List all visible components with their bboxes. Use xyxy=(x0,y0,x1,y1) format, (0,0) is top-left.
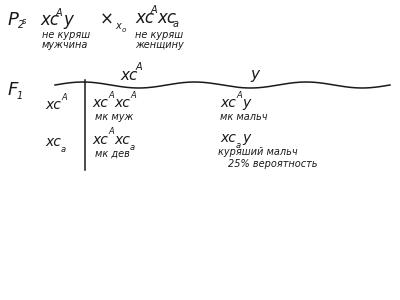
Text: A: A xyxy=(130,91,136,100)
Text: y: y xyxy=(242,96,250,110)
Text: не куряш: не куряш xyxy=(135,30,183,40)
Text: мк мальч: мк мальч xyxy=(220,112,268,122)
Text: 2: 2 xyxy=(18,20,24,30)
Text: 1: 1 xyxy=(17,91,23,101)
Text: ×: × xyxy=(100,11,114,29)
Text: y: y xyxy=(242,131,250,145)
Text: женщину: женщину xyxy=(135,40,184,50)
Text: мужчина: мужчина xyxy=(42,40,88,50)
Text: s: s xyxy=(22,17,26,26)
Text: xc: xc xyxy=(114,96,130,110)
Text: xc: xc xyxy=(92,133,108,147)
Text: a: a xyxy=(130,142,135,152)
Text: мк муж: мк муж xyxy=(95,112,133,122)
Text: A: A xyxy=(151,5,158,15)
Text: a: a xyxy=(173,19,179,29)
Text: xc: xc xyxy=(40,11,59,29)
Text: A: A xyxy=(236,91,242,100)
Text: A: A xyxy=(108,128,114,136)
Text: A: A xyxy=(136,62,143,72)
Text: x: x xyxy=(115,21,121,31)
Text: не куряш: не куряш xyxy=(42,30,90,40)
Text: a: a xyxy=(236,140,241,149)
Text: o: o xyxy=(122,27,126,33)
Text: xc: xc xyxy=(45,98,61,112)
Text: мк дев: мк дев xyxy=(95,149,130,159)
Text: A: A xyxy=(56,8,63,18)
Text: A: A xyxy=(61,92,67,101)
Text: a: a xyxy=(61,145,66,154)
Text: P: P xyxy=(8,11,19,29)
Text: F: F xyxy=(8,81,18,99)
Text: xc: xc xyxy=(135,9,154,27)
Text: xc: xc xyxy=(157,9,176,27)
Text: 25% вероятность: 25% вероятность xyxy=(228,159,318,169)
Text: xc: xc xyxy=(220,96,236,110)
Text: y: y xyxy=(250,68,259,82)
Text: y: y xyxy=(63,11,73,29)
Text: xc: xc xyxy=(120,68,137,82)
Text: xc: xc xyxy=(45,135,61,149)
Text: куряший мальч: куряший мальч xyxy=(218,147,298,157)
Text: xc: xc xyxy=(92,96,108,110)
Text: A: A xyxy=(108,91,114,100)
Text: xc: xc xyxy=(220,131,236,145)
Text: xc: xc xyxy=(114,133,130,147)
